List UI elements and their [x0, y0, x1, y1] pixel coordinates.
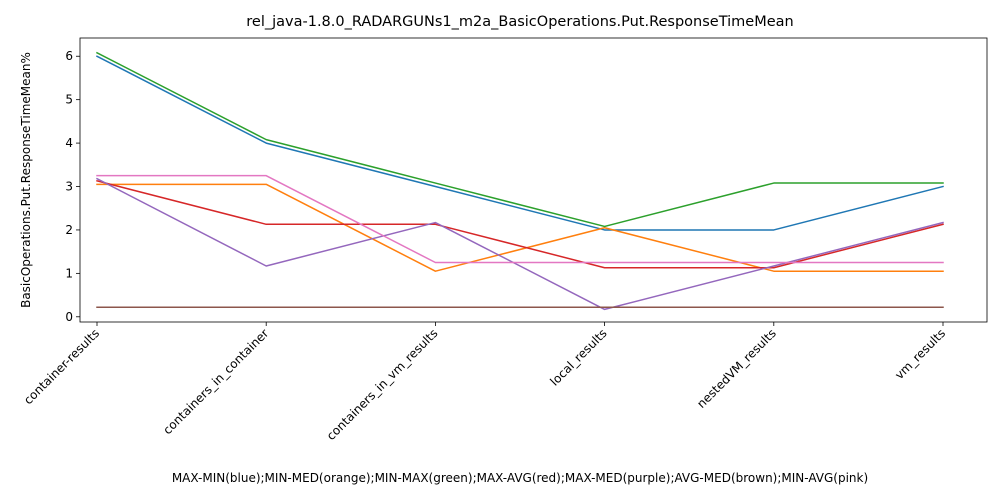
y-tick-label: 6: [65, 49, 73, 63]
y-tick-label: 4: [65, 136, 73, 150]
y-tick-label: 0: [65, 310, 73, 324]
series-line-3: [95, 51, 944, 228]
x-tick-label: vm_results: [892, 326, 948, 382]
y-tick-label: 3: [65, 180, 73, 194]
series-line-5: [95, 177, 944, 311]
x-axis-label: MAX-MIN(blue);MIN-MED(orange);MIN-MAX(gr…: [172, 471, 868, 485]
x-axis: container-results containers_in_container…: [21, 322, 948, 443]
y-tick-label: 5: [65, 93, 73, 107]
series-line-2: [96, 183, 944, 272]
series-line-4: [96, 179, 944, 269]
x-tick-label: containers_in_container: [160, 326, 271, 437]
x-tick-label: local_results: [547, 326, 609, 388]
chart-title: rel_java-1.8.0_RADARGUNs1_m2a_BasicOpera…: [246, 14, 793, 30]
x-tick-label: nestedVM_results: [694, 326, 779, 411]
plot-lines: [95, 51, 944, 311]
x-tick-label: containers_in_vm_results: [324, 326, 441, 443]
y-axis-label: BasicOperations.Put.ResponseTimeMean%: [19, 52, 33, 308]
series-line-1: [95, 55, 944, 231]
x-tick-label: container-results: [21, 326, 102, 407]
series-line-7: [96, 174, 944, 264]
y-tick-label: 1: [65, 266, 73, 280]
y-tick-label: 2: [65, 223, 73, 237]
plot-frame: [79, 37, 988, 323]
y-axis: 0 1 2 3 4 5 6: [65, 49, 80, 324]
